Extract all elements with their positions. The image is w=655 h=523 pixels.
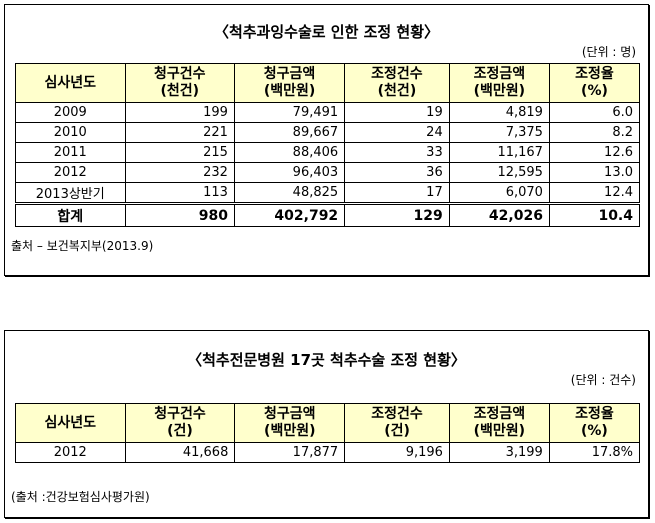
cell: 88,406 xyxy=(233,142,346,163)
table-box: 〈척추과잉수술로 인한 조정 현황〉 (단위 : 명) 심사년도 청구건수 (천건)… xyxy=(4,4,649,276)
header-unit: (백만원) xyxy=(473,423,526,439)
cell: 12,595 xyxy=(448,162,550,183)
cell: 17.8% xyxy=(548,442,641,463)
header-text: 조정율 xyxy=(575,66,614,82)
cell: 980 xyxy=(124,202,235,227)
unit: (단위 : 건수) xyxy=(570,373,636,387)
cell: 2010 xyxy=(15,122,126,143)
cell: 113 xyxy=(124,182,235,204)
header-unit: (백만원) xyxy=(263,83,316,99)
header-text: 심사년도 xyxy=(44,414,97,431)
cell: 13.0 xyxy=(548,162,641,183)
cell: 42,026 xyxy=(448,202,550,227)
header-text: 조정율 xyxy=(575,406,614,422)
cell: 6,070 xyxy=(448,182,550,204)
header-text: 청구건수 xyxy=(154,406,206,422)
header-cell: 심사년도 xyxy=(15,63,126,103)
header-cell: 조정율 (%) xyxy=(548,403,641,443)
header-text: 청구금액 xyxy=(263,66,316,82)
data-row: 2011 215 88,406 33 11,167 12.6 xyxy=(15,142,641,163)
cell: 17,877 xyxy=(234,442,346,463)
source: (출처 :건강보험심사평가원) xyxy=(11,490,150,504)
header-cell: 조정율 (%) xyxy=(548,63,641,103)
cell: 89,667 xyxy=(233,122,346,143)
header-text: 조정건수 xyxy=(371,406,423,422)
data-row: 2012 41,668 17,877 9,196 3,199 17.8% xyxy=(15,442,641,463)
cell: 199 xyxy=(124,102,235,123)
cell: 3,199 xyxy=(448,442,550,463)
header-unit: (백만원) xyxy=(264,423,316,439)
title: 〈척추과잉수술로 인한 조정 현황〉 xyxy=(213,23,440,41)
cell: 12.6 xyxy=(548,142,641,163)
header-cell: 조정건수 (천건) xyxy=(344,63,450,103)
header-text: 조정건수 xyxy=(371,66,423,82)
header-row: 심사년도 청구건수 (건) 청구금액 (백만원) 조정건수 (건) 조정금액 (백만원) 조정율(… xyxy=(15,403,641,443)
cell: 11,167 xyxy=(448,142,550,163)
cell: 2013상반기 xyxy=(15,182,126,204)
cell: 합계 xyxy=(15,202,126,227)
cell: 33 xyxy=(344,142,450,163)
cell: 2012 xyxy=(15,442,126,463)
header-row: 심사년도 청구건수 (천건) 청구금액 (백만원) 조정건수 (천건) 조정금액 (백만원) 조정… xyxy=(15,63,641,103)
header-text: 심사년도 xyxy=(44,74,97,91)
header-cell: 청구건수 (천건) xyxy=(124,63,235,103)
header-cell: 심사년도 xyxy=(15,403,126,443)
cell: 2009 xyxy=(15,102,126,123)
cell: 17 xyxy=(344,182,450,204)
cell: 24 xyxy=(344,122,450,143)
header-text: 조정금액 xyxy=(473,406,526,422)
cell: 4,819 xyxy=(448,102,550,123)
cell: 2011 xyxy=(15,142,126,163)
data-row: 2013상반기 113 48,825 17 6,070 12.4 xyxy=(15,182,641,204)
table: 심사년도 청구건수 (건) 청구금액 (백만원) 조정건수 (건) 조정금액 (백만원) 조정율(… xyxy=(15,403,641,463)
data-row: 2012 232 96,403 36 12,595 13.0 xyxy=(15,162,641,183)
cell: 6.0 xyxy=(548,102,641,123)
source: 출처 – 보건복지부(2013.9) xyxy=(11,239,154,253)
cell: 12.4 xyxy=(548,182,641,204)
total-row: 합계 980 402,792 129 42,026 10.4 xyxy=(15,202,641,227)
header-unit: (천건) xyxy=(160,83,200,99)
cell: 402,792 xyxy=(233,202,346,227)
cell: 10.4 xyxy=(548,202,641,227)
header-unit: (%) xyxy=(581,83,608,99)
header-cell: 조정건수 (건) xyxy=(344,403,450,443)
header-cell: 조정금액 (백만원) xyxy=(448,403,550,443)
cell: 215 xyxy=(124,142,235,163)
header-unit: (백만원) xyxy=(473,83,526,99)
table-box: 〈척추전문병원 17곳 척추수술 조정 현황〉 (단위 : 건수) 심사년도 청구… xyxy=(4,330,649,518)
title: 〈척추전문병원 17곳 척추수술 조정 현황〉 xyxy=(187,351,466,369)
cell: 96,403 xyxy=(233,162,346,183)
header-cell: 조정금액 (백만원) xyxy=(448,63,550,103)
table: 심사년도 청구건수 (천건) 청구금액 (백만원) 조정건수 (천건) 조정금액 (백만원) 조정… xyxy=(15,63,641,227)
cell: 8.2 xyxy=(548,122,641,143)
header-cell: 청구건수 (건) xyxy=(124,403,236,443)
header-unit: (건) xyxy=(384,423,410,439)
cell: 232 xyxy=(124,162,235,183)
header-unit: (천건) xyxy=(377,83,417,99)
data-row: 2010 221 89,667 24 7,375 8.2 xyxy=(15,122,641,143)
cell: 36 xyxy=(344,162,450,183)
data-row: 2009 199 79,491 19 4,819 6.0 xyxy=(15,102,641,123)
cell: 9,196 xyxy=(344,442,450,463)
header-cell: 청구금액 (백만원) xyxy=(234,403,346,443)
header-text: 청구건수 xyxy=(153,66,206,82)
cell: 79,491 xyxy=(233,102,346,123)
cell: 19 xyxy=(344,102,450,123)
unit: (단위 : 명) xyxy=(581,45,636,59)
cell: 7,375 xyxy=(448,122,550,143)
header-cell: 청구금액 (백만원) xyxy=(233,63,346,103)
header-text: 조정금액 xyxy=(473,66,526,82)
cell: 2012 xyxy=(15,162,126,183)
cell: 48,825 xyxy=(233,182,346,204)
header-text: 청구금액 xyxy=(264,406,316,422)
header-unit: (건) xyxy=(167,423,193,439)
cell: 221 xyxy=(124,122,235,143)
cell: 129 xyxy=(344,202,450,227)
header-unit: (%) xyxy=(580,423,608,439)
cell: 41,668 xyxy=(124,442,236,463)
